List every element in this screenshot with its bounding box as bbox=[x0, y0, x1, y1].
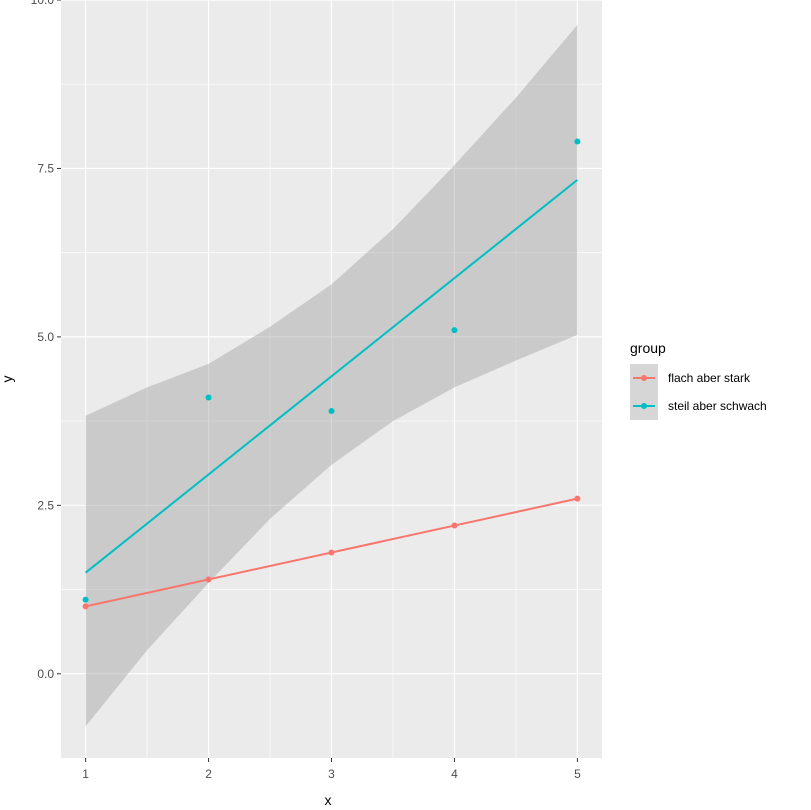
data-point-0-4 bbox=[574, 495, 581, 502]
legend-label-0: flach aber stark bbox=[668, 371, 751, 385]
data-points bbox=[82, 138, 581, 610]
y-tick-label: 10.0 bbox=[31, 0, 55, 7]
y-tick-label: 5.0 bbox=[37, 330, 54, 344]
legend: group flach aber stark steil aber schwach bbox=[630, 340, 767, 420]
data-point-1-4 bbox=[574, 138, 581, 145]
y-tick-label: 7.5 bbox=[37, 161, 54, 175]
x-tick-label: 3 bbox=[328, 767, 335, 781]
data-point-0-0 bbox=[82, 603, 89, 610]
data-point-1-1 bbox=[205, 394, 212, 401]
legend-title: group bbox=[630, 340, 666, 356]
data-point-0-1 bbox=[205, 576, 212, 583]
x-tick-label: 4 bbox=[451, 767, 458, 781]
legend-items: flach aber stark steil aber schwach bbox=[630, 364, 767, 420]
fit-line-1 bbox=[84, 179, 579, 574]
y-tick-label: 2.5 bbox=[37, 498, 54, 512]
data-point-1-3 bbox=[451, 327, 458, 334]
legend-label-1: steil aber schwach bbox=[668, 399, 767, 413]
y-axis-title: y bbox=[0, 376, 15, 383]
legend-key-point-1 bbox=[641, 403, 647, 409]
x-tick-label: 1 bbox=[82, 767, 89, 781]
y-tick-label: 0.0 bbox=[37, 667, 54, 681]
y-axis: 0.0 2.5 5.0 7.5 10.0 bbox=[31, 0, 61, 681]
x-tick-label: 2 bbox=[205, 767, 212, 781]
x-tick-label: 5 bbox=[574, 767, 581, 781]
grid-major bbox=[61, 0, 602, 758]
data-point-0-3 bbox=[451, 522, 458, 529]
data-point-1-0 bbox=[82, 596, 89, 603]
x-axis-title: x bbox=[325, 792, 332, 808]
data-point-1-2 bbox=[328, 408, 335, 415]
legend-key-point-0 bbox=[641, 375, 647, 381]
data-point-0-2 bbox=[328, 549, 335, 556]
x-axis: 1 2 3 4 5 bbox=[82, 758, 581, 781]
